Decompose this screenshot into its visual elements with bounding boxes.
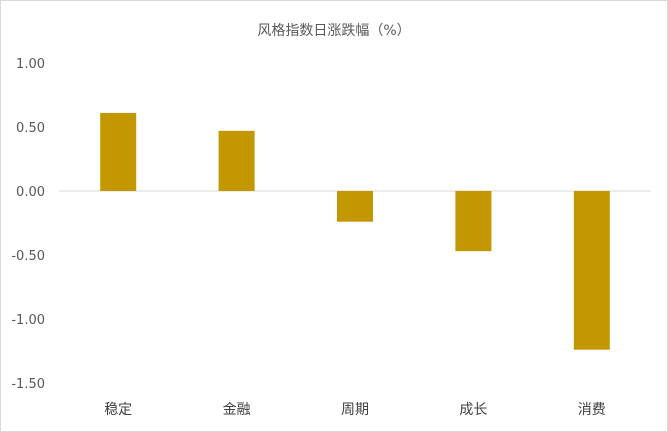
x-category-label: 稳定 [104, 402, 132, 418]
bar-5 [573, 191, 610, 350]
y-axis-ticks: 1.00 0.50 0.00 -0.50 -1.00 -1.50 [11, 57, 45, 392]
y-tick-label: 0.00 [16, 185, 45, 200]
y-tick-label: -1.00 [11, 313, 45, 328]
bar-3 [337, 191, 373, 222]
y-tick-label: -1.50 [11, 377, 45, 392]
x-category-label: 成长 [459, 402, 487, 418]
bar-2 [218, 130, 255, 191]
y-tick-label: -0.50 [11, 249, 45, 264]
x-category-label: 金融 [223, 402, 251, 418]
bar-1 [100, 112, 137, 191]
x-category-label: 周期 [341, 402, 369, 418]
bars [100, 112, 610, 350]
x-axis-labels: 稳定 金融 周期 成长 消费 [104, 402, 606, 418]
x-category-label: 消费 [578, 402, 606, 418]
chart-title: 风格指数日涨跌幅（%） [257, 23, 410, 39]
y-tick-label: 1.00 [16, 57, 45, 72]
bar-4 [455, 191, 492, 252]
y-tick-label: 0.50 [16, 121, 45, 136]
